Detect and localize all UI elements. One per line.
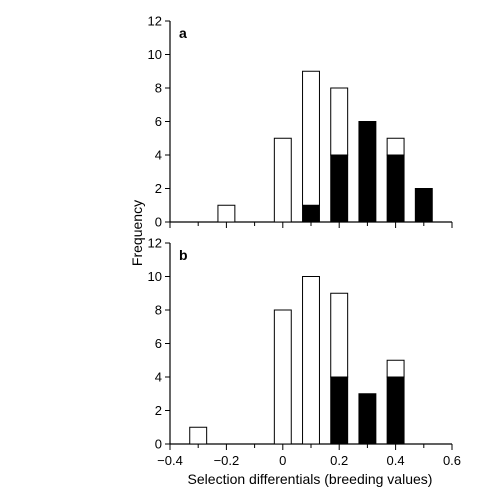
bar-filled — [414, 188, 433, 223]
bar-filled — [358, 393, 377, 445]
y-tick-label: 0 — [155, 215, 162, 230]
y-tick-label: 12 — [148, 236, 162, 251]
y-tick-label: 10 — [148, 269, 162, 284]
x-tick-label: 0.6 — [443, 453, 461, 468]
y-tick-label: 10 — [148, 47, 162, 62]
panel-a: 0 2 4 6 8 10 12 a — [148, 14, 453, 230]
y-tick-label: 6 — [155, 114, 162, 129]
y-tick-label: 6 — [155, 336, 162, 351]
y-tick-label: 4 — [155, 148, 162, 163]
bar-open — [330, 87, 349, 156]
y-tick-label: 0 — [155, 437, 162, 452]
bar-open — [217, 204, 236, 223]
y-tick-label: 12 — [148, 14, 162, 29]
x-tick-label: −0.4 — [157, 453, 183, 468]
y-tick-label: 2 — [155, 403, 162, 418]
x-axis-title: Selection differentials (breeding values… — [188, 471, 433, 487]
bar-open — [302, 70, 320, 206]
x-tick-label: 0.2 — [330, 453, 348, 468]
bar-filled — [330, 154, 349, 223]
y-axis-title: Frequency — [129, 200, 145, 266]
bar-filled — [302, 204, 320, 223]
x-tick-label: 0 — [279, 453, 286, 468]
bar-filled — [330, 376, 349, 445]
panel-b: 0 2 4 6 8 10 12 −0.4 −0.2 0 0.2 0.4 0.6 b — [148, 236, 462, 469]
x-tick-label: 0.4 — [387, 453, 405, 468]
bar-filled — [358, 121, 377, 223]
bar-filled — [386, 154, 405, 223]
bar-open — [330, 292, 349, 378]
y-tick-label: 2 — [155, 181, 162, 196]
bar-open — [386, 359, 405, 378]
panel-label: b — [179, 247, 188, 263]
x-tick-label: −0.2 — [214, 453, 240, 468]
bar-open — [386, 137, 405, 156]
y-tick-label: 8 — [155, 81, 162, 96]
y-tick-label: 4 — [155, 370, 162, 385]
bar-open — [189, 426, 208, 445]
bar-open — [273, 309, 292, 445]
y-tick-label: 8 — [155, 303, 162, 318]
bar-filled — [386, 376, 405, 445]
panel-label: a — [179, 25, 187, 41]
bar-open — [273, 137, 292, 223]
bar-open — [302, 276, 320, 445]
